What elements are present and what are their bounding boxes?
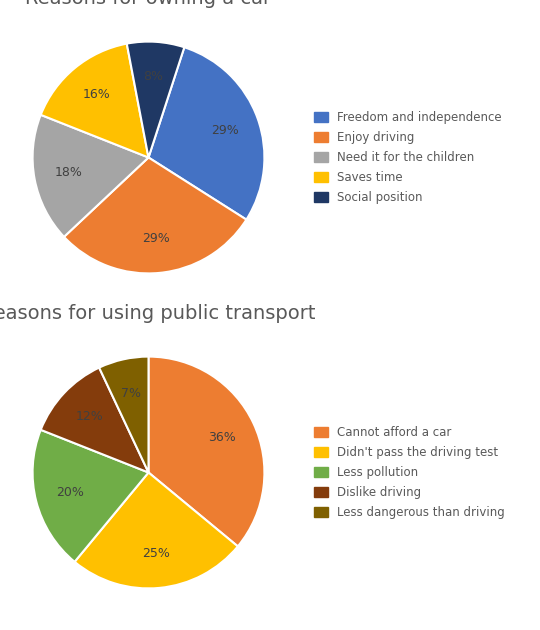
- Legend: Freedom and independence, Enjoy driving, Need it for the children, Saves time, S: Freedom and independence, Enjoy driving,…: [314, 111, 502, 204]
- Text: 29%: 29%: [142, 232, 170, 245]
- Title: Reasons for owning a car: Reasons for owning a car: [25, 0, 272, 8]
- Wedge shape: [75, 472, 238, 588]
- Text: 29%: 29%: [211, 123, 239, 137]
- Text: 8%: 8%: [144, 70, 164, 83]
- Text: 36%: 36%: [208, 432, 236, 444]
- Legend: Cannot afford a car, Didn't pass the driving test, Less pollution, Dislike drivi: Cannot afford a car, Didn't pass the dri…: [314, 426, 505, 519]
- Text: 18%: 18%: [55, 166, 83, 179]
- Title: Reasons for using public transport: Reasons for using public transport: [0, 304, 316, 323]
- Wedge shape: [40, 43, 148, 158]
- Wedge shape: [32, 115, 148, 237]
- Text: 12%: 12%: [76, 411, 103, 423]
- Text: 20%: 20%: [56, 486, 84, 499]
- Wedge shape: [148, 357, 265, 546]
- Text: 25%: 25%: [142, 547, 170, 560]
- Wedge shape: [148, 47, 265, 220]
- Text: 7%: 7%: [121, 387, 141, 400]
- Wedge shape: [40, 368, 148, 472]
- Text: 16%: 16%: [83, 88, 111, 101]
- Wedge shape: [64, 158, 246, 273]
- Wedge shape: [127, 42, 184, 158]
- Wedge shape: [32, 430, 148, 562]
- Wedge shape: [99, 357, 148, 472]
